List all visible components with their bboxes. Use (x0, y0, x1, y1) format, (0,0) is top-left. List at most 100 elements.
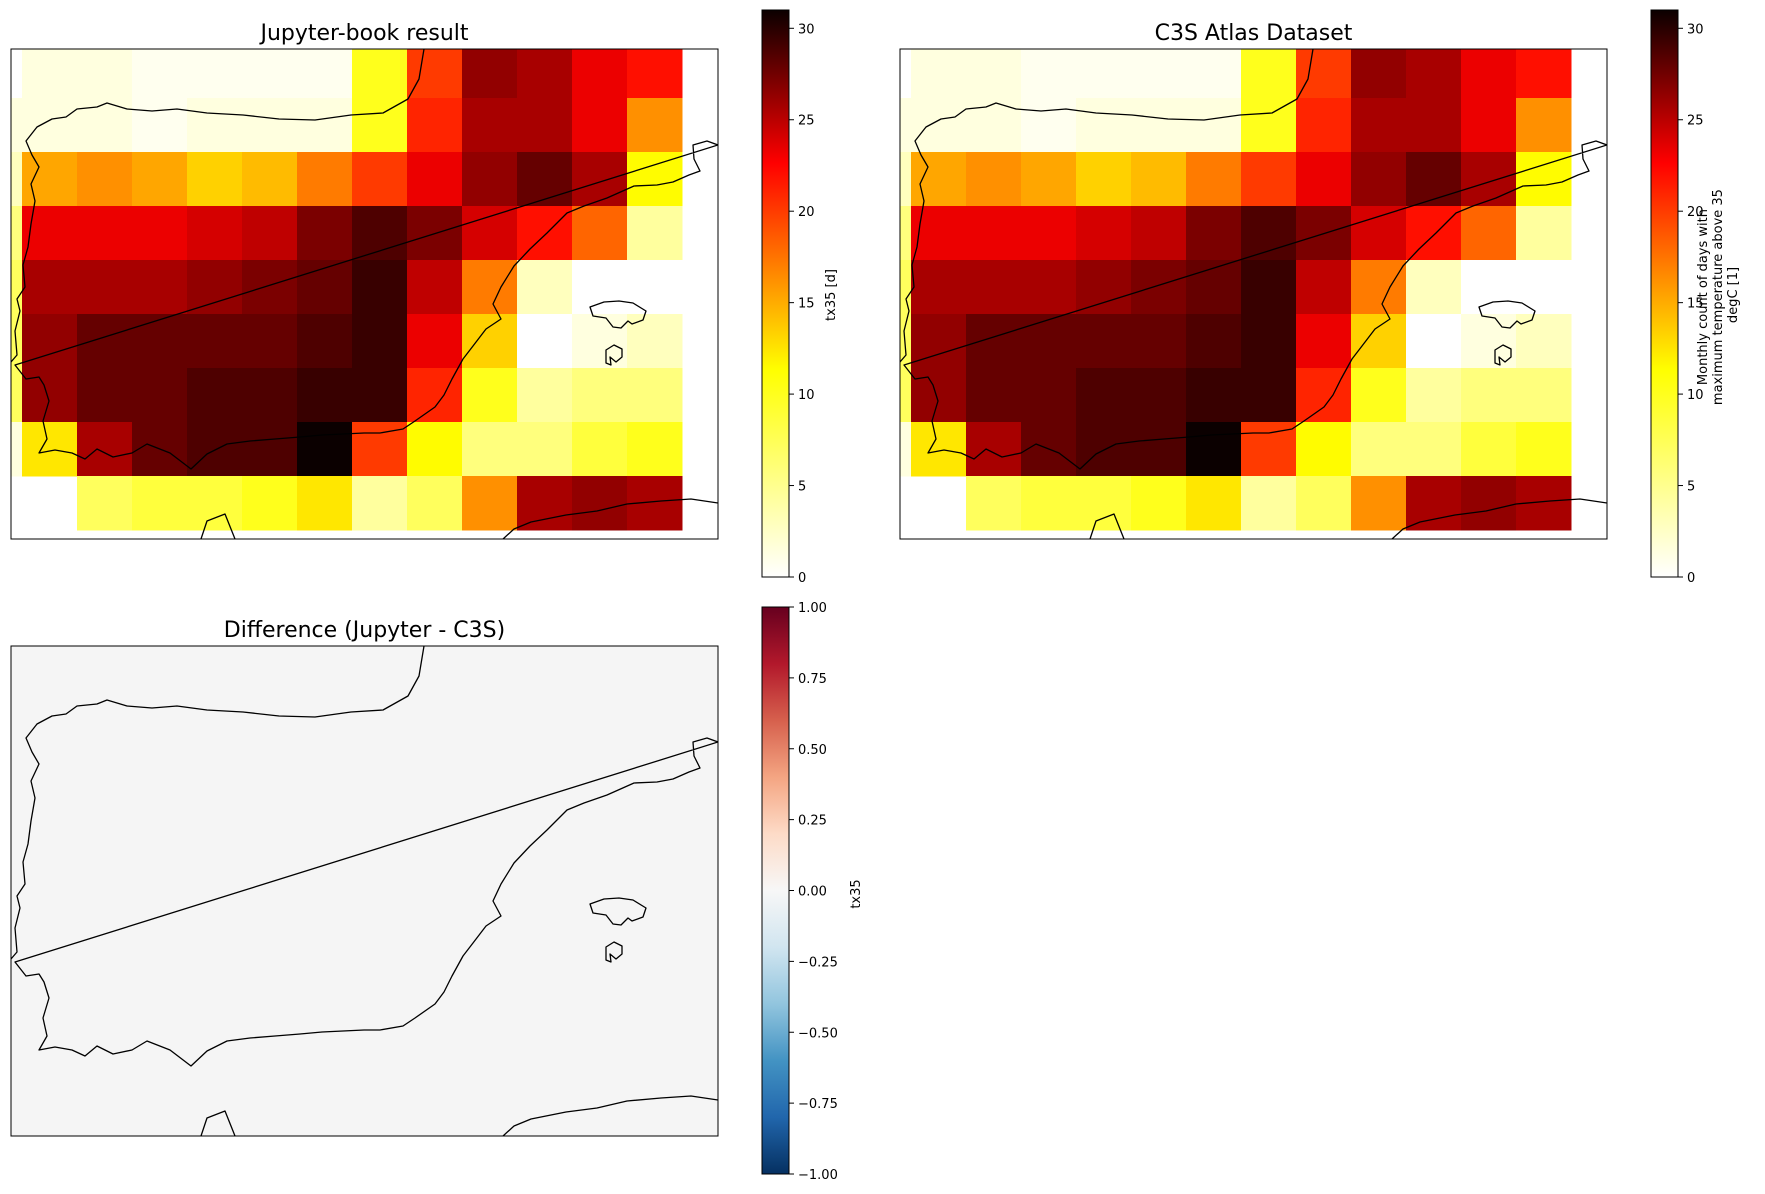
colorbar-tick-label: 10 (1687, 388, 1704, 403)
heatmap-cell (900, 422, 912, 477)
colorbar-tick-label: 0 (1687, 571, 1695, 586)
heatmap-cell (11, 368, 23, 423)
panel-1-title: Jupyter-book result (258, 21, 468, 46)
heatmap-cell (242, 422, 298, 477)
heatmap-cell (132, 206, 188, 261)
heatmap-cell (242, 206, 298, 261)
heatmap-cell (11, 260, 23, 315)
heatmap-cell (1186, 422, 1242, 477)
heatmap-cell (242, 152, 298, 207)
heatmap-cell (627, 260, 683, 315)
heatmap-cell (352, 206, 408, 261)
heatmap-cell (1186, 49, 1242, 99)
heatmap-cell (407, 422, 463, 477)
heatmap-cell (187, 314, 243, 369)
heatmap-cell (1241, 49, 1297, 99)
heatmap-cell (1351, 314, 1407, 369)
colorbar-tick-label: 0.00 (798, 885, 827, 900)
heatmap-cell (1461, 152, 1517, 207)
heatmap-cell (187, 98, 243, 153)
heatmap-cell (517, 152, 573, 207)
heatmap-cell (1296, 49, 1352, 99)
heatmap-cell (911, 49, 967, 99)
heatmap-cell (22, 206, 78, 261)
heatmap-cell (900, 368, 912, 423)
colorbar-tick-label: 1.00 (798, 601, 827, 616)
heatmap-cell (462, 49, 518, 99)
heatmap-cell (1351, 98, 1407, 153)
colorbar-3: −1.00 −0.75 −0.50 −0.25 0.00 0.25 0.50 0.75 1.00 (761, 601, 838, 1183)
heatmap-cell (517, 422, 573, 477)
heatmap-cell (407, 49, 463, 99)
heatmap-cell (1021, 152, 1077, 207)
heatmap-cell (911, 206, 967, 261)
heatmap-cell (627, 206, 683, 261)
colorbar-tick-label: 30 (798, 22, 815, 37)
heatmap-cell (11, 98, 23, 153)
heatmap-cell (1516, 49, 1572, 99)
colorbar-2: 0 5 10 15 20 25 30 (1650, 9, 1704, 586)
heatmap-cell (1241, 98, 1297, 153)
heatmap-cell (462, 98, 518, 153)
heatmap-cell (352, 314, 408, 369)
heatmap-cell (1296, 422, 1352, 477)
heatmap-cell (1076, 314, 1132, 369)
colorbar-tick-label: −0.75 (798, 1097, 838, 1112)
heatmap-cell (1351, 49, 1407, 99)
heatmap-cell (1241, 368, 1297, 423)
heatmap-cell (1516, 206, 1572, 261)
heatmap-cell (966, 422, 1022, 477)
heatmap-cell (572, 98, 628, 153)
heatmap-cell (297, 422, 353, 477)
panel-2-title: C3S Atlas Dataset (1155, 21, 1353, 46)
heatmap-cell (1461, 260, 1517, 315)
heatmap-cell (1076, 152, 1132, 207)
heatmap-cell (1516, 260, 1572, 315)
colorbar-3-label: tx35 (849, 879, 864, 908)
heatmap-cell (242, 314, 298, 369)
heatmap-cell (517, 314, 573, 369)
heatmap-cell (1131, 476, 1187, 531)
heatmap-cell (1516, 98, 1572, 153)
heatmap-cell (132, 314, 188, 369)
colorbar-tick-label: 25 (1687, 114, 1704, 129)
heatmap-cell (1076, 368, 1132, 423)
heatmap-cell (22, 49, 78, 99)
heatmap-cell (1131, 422, 1187, 477)
heatmap-cell (1296, 314, 1352, 369)
heatmap-cell (22, 260, 78, 315)
heatmap-cell (77, 314, 133, 369)
heatmap-cell (1516, 152, 1572, 207)
colorbar-tick-label: 5 (1687, 480, 1695, 495)
axes-frame (10, 48, 719, 540)
heatmap-cell (297, 152, 353, 207)
heatmap-cell (911, 422, 967, 477)
heatmap-cell (187, 206, 243, 261)
heatmap-cell (462, 476, 518, 531)
colorbar-tick-label: 20 (798, 205, 815, 220)
colorbar-tick-label: 10 (798, 388, 815, 403)
heatmap-cell (297, 260, 353, 315)
heatmap-cell (572, 314, 628, 369)
heatmap-cell (1461, 49, 1517, 99)
heatmap-cell (77, 206, 133, 261)
heatmap-cell (11, 314, 23, 369)
colorbar-tick-label: 0.75 (798, 672, 827, 687)
heatmap-cell (900, 260, 912, 315)
heatmap-cell (517, 476, 573, 531)
heatmap-cell (1021, 260, 1077, 315)
colorbar-gradient (1650, 9, 1679, 578)
heatmap-cell (132, 152, 188, 207)
heatmap-cell (1406, 260, 1462, 315)
colorbar-tick-label: −1.00 (798, 1168, 838, 1183)
colorbar-gradient (761, 9, 790, 578)
heatmap-cell (1076, 49, 1132, 99)
heatmap-cell (1186, 260, 1242, 315)
heatmap-cell (1241, 422, 1297, 477)
heatmap-cell (1351, 260, 1407, 315)
heatmap-cell (572, 422, 628, 477)
heatmap-cell (911, 98, 967, 153)
coastline (900, 49, 1607, 539)
heatmap-cell (187, 476, 243, 531)
heatmap-cell (966, 368, 1022, 423)
